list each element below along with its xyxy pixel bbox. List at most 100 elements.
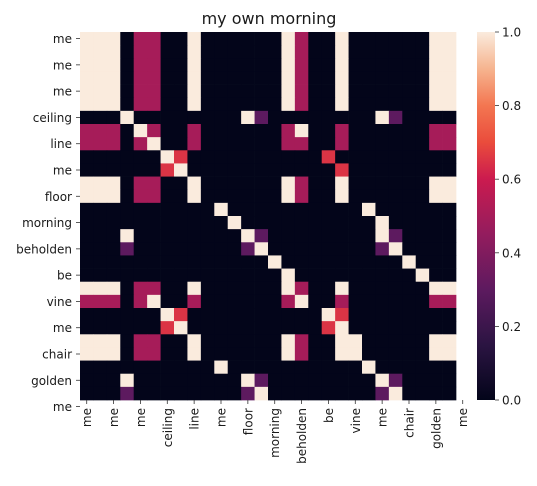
heatmap-cell: [362, 229, 376, 243]
heatmap-cell: [348, 137, 363, 151]
heatmap-cell: [348, 124, 363, 138]
heatmap-cell: [200, 281, 215, 296]
heatmap-cell: [308, 124, 323, 138]
heatmap-cell: [429, 255, 443, 269]
heatmap-cell: [308, 163, 323, 177]
heatmap-cell: [308, 45, 323, 59]
heatmap-cell: [241, 229, 255, 243]
heatmap-cell: [415, 110, 430, 125]
heatmap-cell: [442, 321, 457, 335]
heatmap-cell: [308, 32, 323, 46]
heatmap-cell: [147, 334, 161, 348]
heatmap-cell: [442, 229, 457, 243]
heatmap-cell: [227, 202, 242, 217]
heatmap-cell: [120, 45, 135, 59]
y-tick-label: me: [53, 321, 72, 335]
heatmap-cell: [321, 202, 336, 217]
heatmap-cell: [442, 163, 457, 177]
heatmap-cell: [160, 255, 175, 269]
heatmap-cell: [106, 281, 121, 296]
heatmap-cell: [120, 281, 135, 296]
heatmap-cell: [241, 255, 255, 269]
heatmap-cell: [80, 347, 94, 361]
heatmap-cell: [106, 150, 121, 164]
heatmap-cell: [362, 347, 376, 361]
heatmap-cell: [375, 202, 390, 217]
heatmap-cell: [308, 97, 323, 112]
heatmap-cell: [174, 386, 188, 401]
heatmap-cell: [174, 189, 188, 204]
heatmap-cell: [362, 97, 376, 112]
heatmap-cell: [174, 255, 188, 269]
heatmap-cell: [133, 97, 148, 112]
heatmap-cell: [160, 386, 175, 401]
x-tick-label: beholden: [295, 408, 309, 464]
heatmap-cell: [281, 71, 296, 85]
y-tick-label: me: [53, 58, 72, 72]
heatmap-cell: [321, 97, 336, 112]
heatmap-cell: [268, 32, 282, 46]
heatmap-cell: [388, 97, 403, 112]
heatmap-cell: [227, 281, 242, 296]
heatmap-cell: [214, 84, 229, 99]
heatmap-cell: [160, 308, 175, 322]
heatmap-cell: [93, 229, 108, 243]
heatmap-cell: [388, 308, 403, 322]
heatmap-cell: [294, 229, 309, 243]
heatmap-cell: [93, 84, 108, 99]
heatmap-cell: [106, 124, 121, 138]
heatmap-cell: [106, 229, 121, 243]
heatmap-cell: [80, 45, 94, 59]
heatmap-cell: [294, 347, 309, 361]
heatmap-cell: [120, 229, 135, 243]
heatmap-cell: [133, 84, 148, 99]
heatmap-cell: [80, 216, 94, 230]
heatmap-cell: [147, 58, 161, 72]
heatmap-cell: [402, 176, 417, 191]
heatmap-cell: [294, 32, 309, 46]
heatmap-cell: [106, 45, 121, 59]
heatmap-cell: [120, 97, 135, 112]
heatmap-cell: [214, 163, 229, 177]
heatmap-cell: [321, 137, 336, 151]
heatmap-cell: [200, 45, 215, 59]
heatmap-cell: [120, 163, 135, 177]
heatmap-cell: [388, 189, 403, 204]
heatmap-cell: [214, 32, 229, 46]
y-tick-label: me: [53, 32, 72, 46]
heatmap-cell: [93, 176, 108, 191]
heatmap-cell: [294, 373, 309, 388]
heatmap-cell: [214, 45, 229, 59]
heatmap-cell: [308, 321, 323, 335]
heatmap-cell: [200, 255, 215, 269]
heatmap-cell: [429, 189, 443, 204]
heatmap-cell: [160, 163, 175, 177]
heatmap-cell: [402, 71, 417, 85]
heatmap-cell: [294, 202, 309, 217]
heatmap-cell: [335, 242, 349, 256]
heatmap-cell: [362, 71, 376, 85]
heatmap-cell: [187, 347, 202, 361]
heatmap-cell: [362, 268, 376, 283]
heatmap-cell: [254, 308, 269, 322]
heatmap-cell: [187, 163, 202, 177]
heatmap-cell: [80, 124, 94, 138]
heatmap-cell: [348, 386, 363, 401]
heatmap-cell: [106, 268, 121, 283]
heatmap-cell: [147, 202, 161, 217]
heatmap-cell: [335, 294, 349, 309]
heatmap-cell: [147, 163, 161, 177]
heatmap-cell: [93, 58, 108, 72]
heatmap-cell: [214, 373, 229, 388]
heatmap-cell: [80, 321, 94, 335]
heatmap-cell: [348, 71, 363, 85]
heatmap-cell: [268, 45, 282, 59]
heatmap-cell: [321, 216, 336, 230]
heatmap-cell: [187, 150, 202, 164]
colorbar-tick-label: 0.8: [502, 99, 521, 113]
heatmap-cell: [362, 321, 376, 335]
heatmap-cell: [348, 58, 363, 72]
heatmap-cell: [227, 308, 242, 322]
heatmap-cell: [308, 110, 323, 125]
heatmap-cell: [415, 150, 430, 164]
